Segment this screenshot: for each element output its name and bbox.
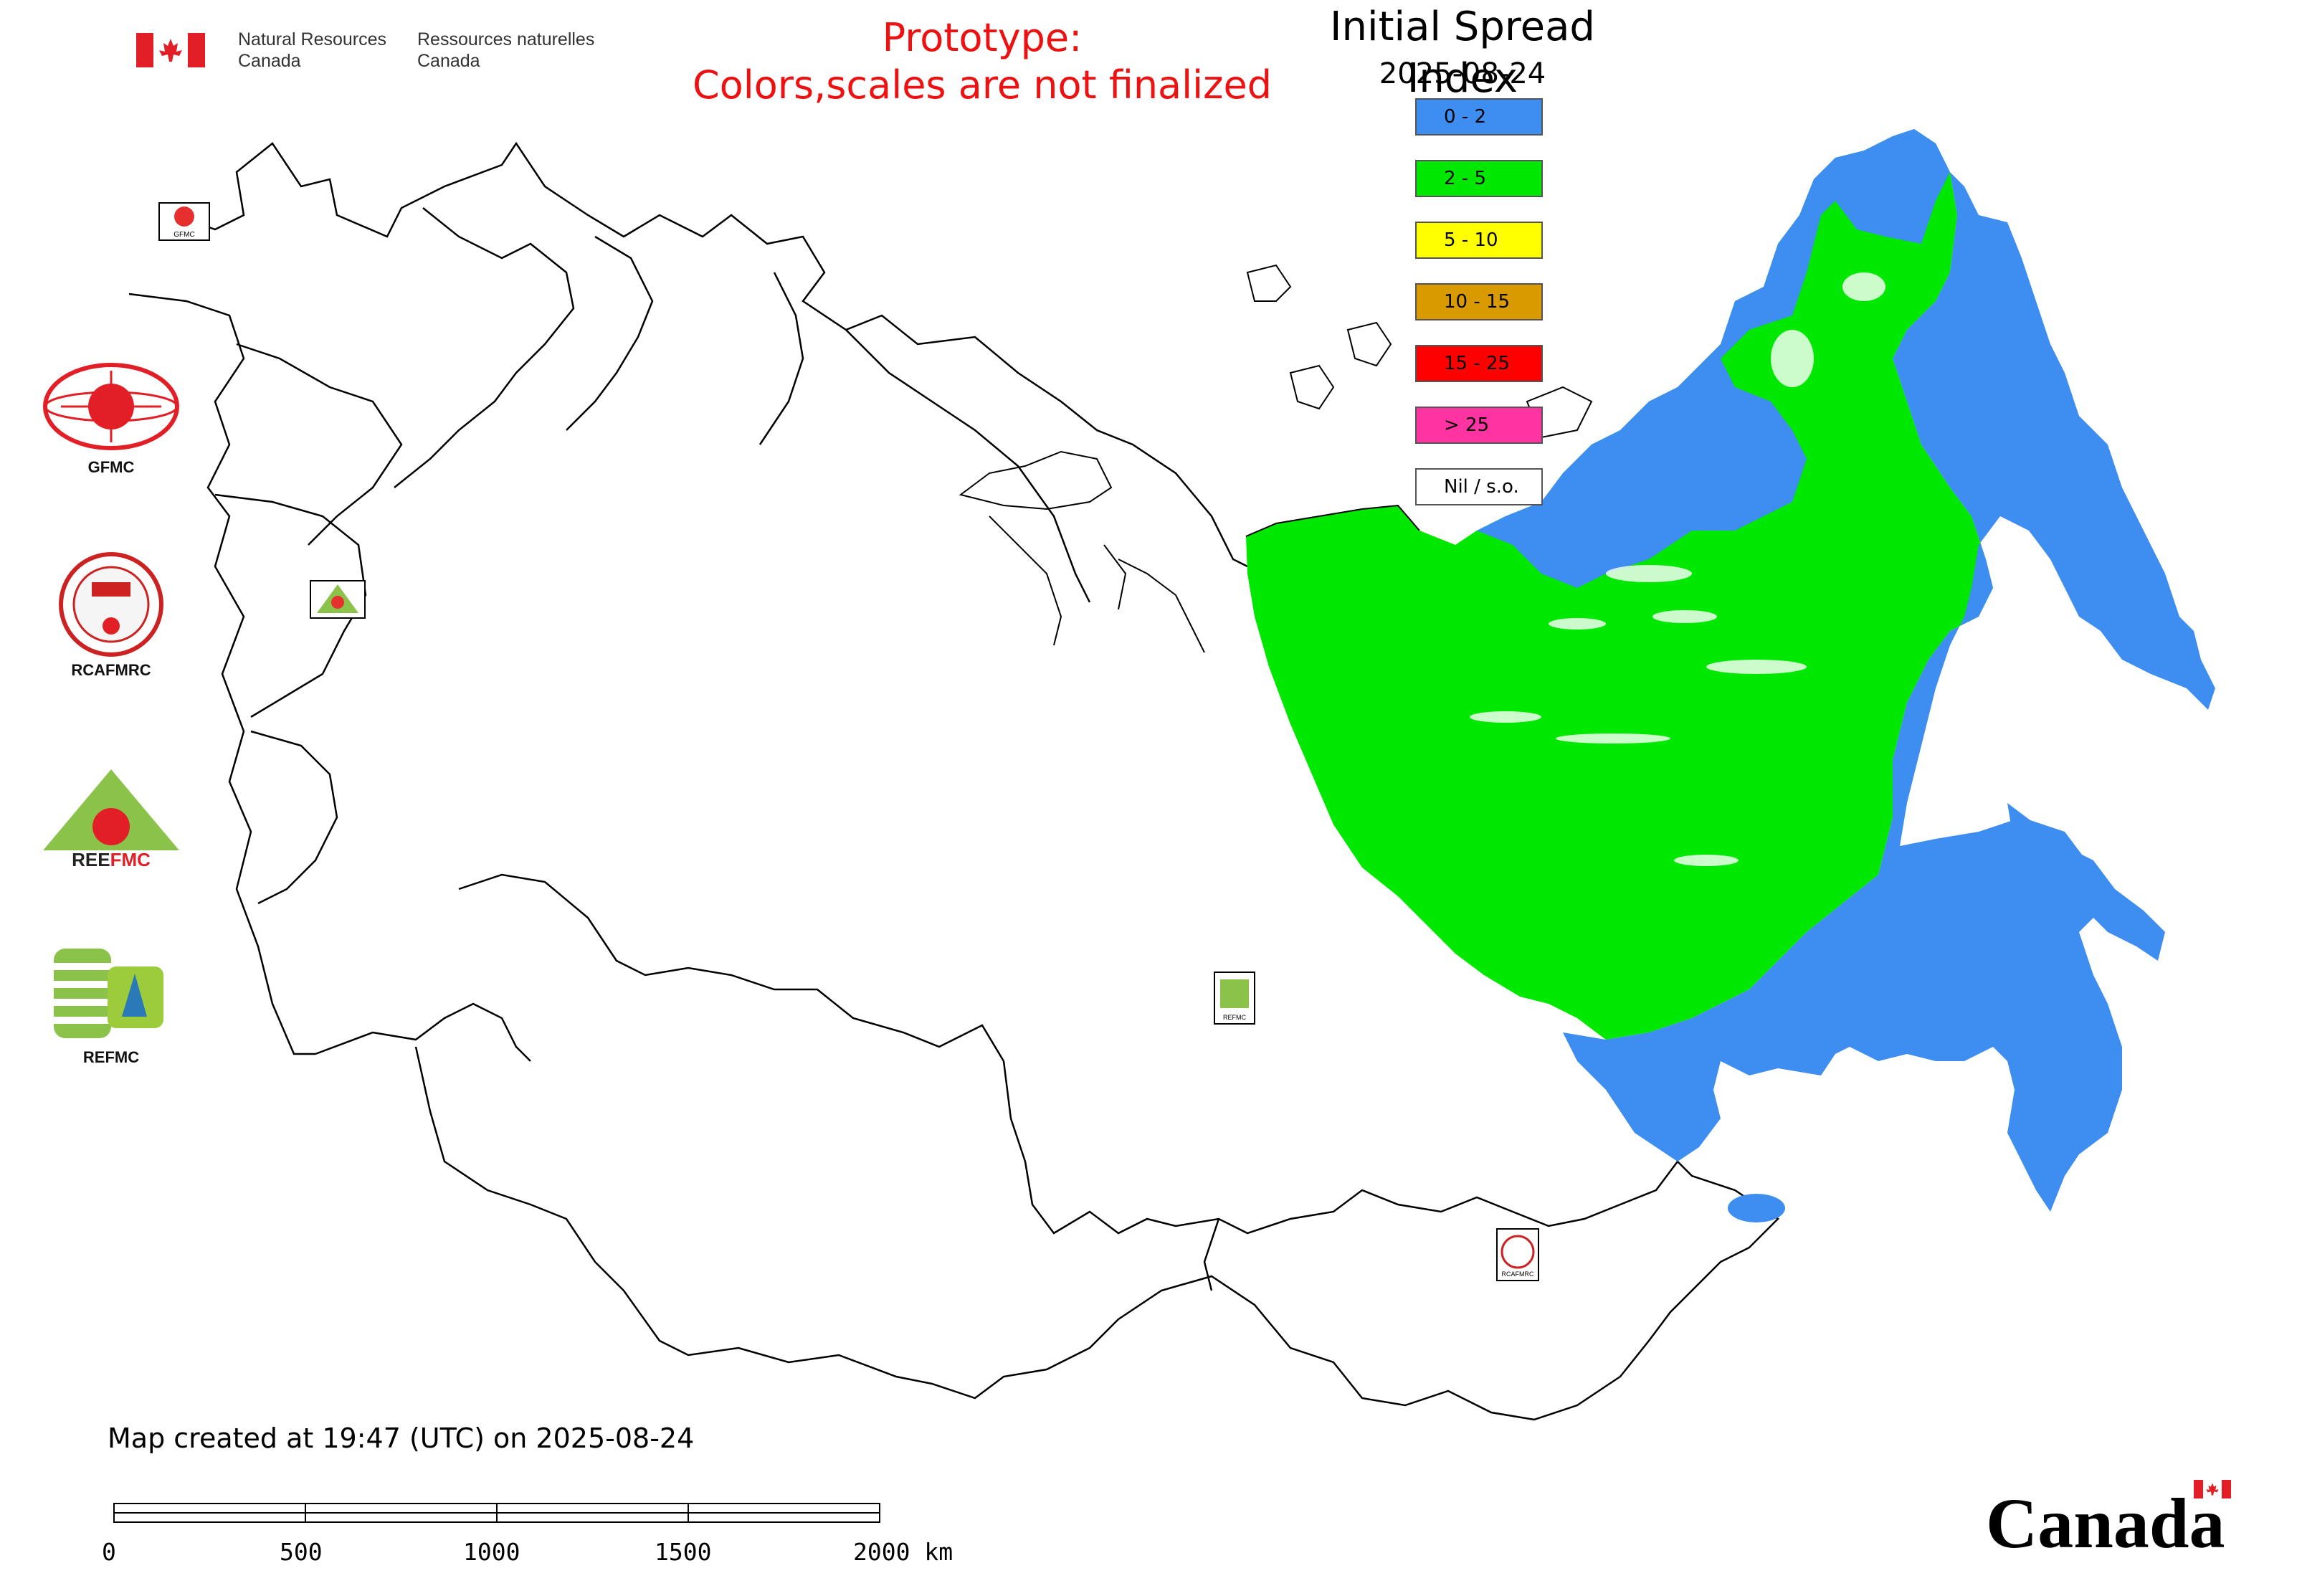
country-boundaries — [128, 141, 1779, 1421]
scale-bar — [113, 1503, 880, 1523]
map-marker-rcafmrc: RCAFMRC — [1496, 1228, 1539, 1281]
nrcan-signature: Natural Resources Canada Ressources natu… — [136, 27, 595, 77]
map-title: Initial Spread Index — [1330, 4, 1595, 102]
prototype-notice: Prototype: Colors,scales are not finaliz… — [681, 14, 1283, 109]
agency-rcafmrc: RCAFMRC — [29, 551, 194, 680]
nrcan-english: Natural Resources Canada — [238, 29, 387, 71]
svg-text:RCAFMRC: RCAFMRC — [1502, 1270, 1534, 1278]
legend-item-nil: Nil / s.o. — [1415, 468, 1543, 505]
legend-item-2-5: 2 - 5 — [1415, 160, 1543, 197]
scale-label-2000: 2000 km — [853, 1538, 953, 1566]
nrcan-french: Ressources naturelles Canada — [417, 29, 595, 71]
refmc-logo-icon — [54, 949, 163, 1038]
svg-text:GFMC: GFMC — [173, 231, 194, 239]
nil-speckles — [1470, 272, 1885, 866]
prototype-line-2: Colors,scales are not finalized — [693, 62, 1272, 108]
canada-flag-icon — [136, 33, 205, 67]
svg-text:REFMC: REFMC — [1223, 1014, 1246, 1021]
agency-gfmc: GFMC — [29, 362, 194, 477]
isi-zone-low — [1477, 129, 2215, 1212]
svg-text:REEFMC: REEFMC — [72, 849, 151, 870]
agency-label-rcafmrc: RCAFMRC — [71, 661, 151, 679]
legend-item-15-25: 15 - 25 — [1415, 345, 1543, 382]
agency-label-gfmc: GFMC — [87, 458, 135, 476]
gfmc-logo-icon — [43, 363, 179, 450]
reefmc-logo-icon: REEFMC — [36, 769, 186, 870]
scale-label-1500: 1500 — [655, 1538, 712, 1566]
map-created-timestamp: Map created at 19:47 (UTC) on 2025-08-24 — [108, 1422, 695, 1454]
rcafmrc-logo-icon — [59, 552, 163, 657]
prototype-line-1: Prototype: — [882, 15, 1083, 60]
map-date: 2025-08-24 — [1379, 57, 1546, 90]
map-marker-reefmc — [310, 580, 366, 619]
legend-item-5-10: 5 - 10 — [1415, 222, 1543, 259]
legend-item-10-15: 10 - 15 — [1415, 283, 1543, 320]
agency-refmc: REFMC — [29, 945, 194, 1067]
canada-wordmark-text: Canada — [1986, 1483, 2225, 1563]
isi-zone-low-island — [1728, 1194, 1785, 1222]
agency-reefmc: REEFMC — [29, 766, 194, 876]
canada-wordmark: Canada — [1986, 1480, 2231, 1563]
legend-item-0-2: 0 - 2 — [1415, 98, 1543, 136]
isi-zone-low-peninsula — [2007, 803, 2165, 946]
scale-label-500: 500 — [280, 1538, 323, 1566]
map-marker-refmc: REFMC — [1214, 972, 1255, 1025]
scale-label-0: 0 — [102, 1538, 116, 1566]
arctic-islands — [959, 264, 1593, 653]
scale-label-1000: 1000 — [463, 1538, 520, 1566]
map-marker-gfmc: GFMC — [158, 202, 210, 241]
wordmark-flag-icon — [2194, 1480, 2231, 1498]
agency-label-refmc: REFMC — [82, 1048, 140, 1066]
legend-item-gt-25: > 25 — [1415, 407, 1543, 444]
